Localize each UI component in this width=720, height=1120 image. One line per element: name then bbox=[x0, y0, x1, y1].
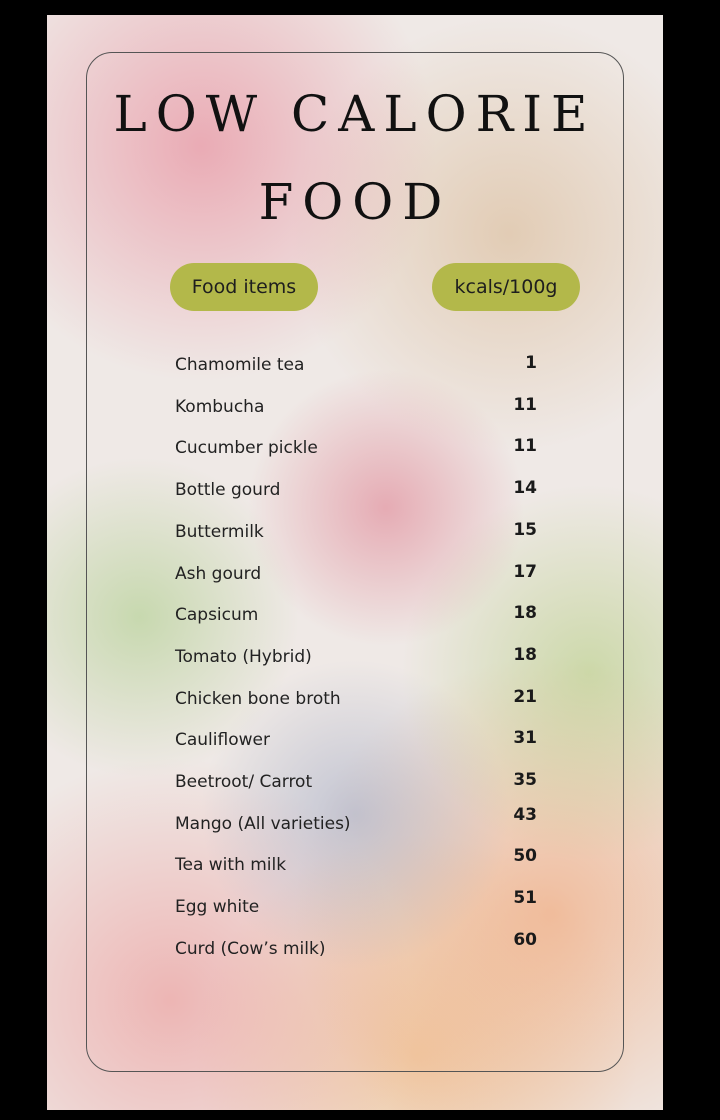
food-name: Beetroot/ Carrot bbox=[175, 772, 313, 792]
kcal-value: 15 bbox=[513, 519, 537, 540]
kcal-value: 60 bbox=[513, 929, 537, 950]
kcal-value: 17 bbox=[513, 561, 537, 582]
table-row: Capsicum 18 bbox=[175, 603, 537, 629]
kcal-value: 50 bbox=[513, 846, 537, 867]
food-name: Tomato (Hybrid) bbox=[175, 646, 312, 667]
kcal-value: 18 bbox=[513, 603, 537, 624]
table-row: Beetroot/ Carrot 35 bbox=[175, 770, 537, 796]
food-name: Cauliflower bbox=[175, 730, 270, 751]
table-row: Curd (Cow’s milk) 60 bbox=[175, 930, 537, 963]
food-name: Tea with milk bbox=[175, 855, 287, 876]
kcal-value: 18 bbox=[513, 644, 537, 665]
kcal-value: 11 bbox=[513, 436, 537, 457]
title-line-2: FOOD bbox=[258, 173, 452, 231]
food-name: Egg white bbox=[175, 897, 260, 918]
food-name: Ash gourd bbox=[175, 563, 262, 584]
table-row: Tomato (Hybrid) 18 bbox=[175, 644, 537, 671]
table-row: Bottle gourd 14 bbox=[175, 478, 537, 504]
table-row: Egg white 51 bbox=[175, 888, 537, 921]
food-name: Chamomile tea bbox=[175, 355, 305, 375]
food-name: Cucumber pickle bbox=[175, 438, 318, 459]
table-row: Kombucha 11 bbox=[175, 394, 537, 421]
food-name: Bottle gourd bbox=[175, 480, 281, 501]
kcal-value: 11 bbox=[513, 394, 537, 415]
table-row: Cauliflower 31 bbox=[175, 728, 537, 754]
food-name: Capsicum bbox=[175, 605, 259, 626]
food-name: Mango (All varieties) bbox=[175, 813, 351, 834]
frame-border bbox=[86, 52, 624, 1072]
kcal-value: 14 bbox=[513, 478, 537, 499]
title-line-1: LOW CALORIE bbox=[113, 85, 597, 143]
header-kcals: kcals/100g bbox=[432, 263, 580, 311]
kcal-value: 21 bbox=[513, 686, 537, 707]
table-row: Mango (All varieties) 43 bbox=[175, 805, 537, 838]
food-name: Kombucha bbox=[175, 396, 265, 417]
table-row: Ash gourd 17 bbox=[175, 561, 537, 588]
table-row: Cucumber pickle 11 bbox=[175, 436, 537, 462]
table-row: Buttermilk 15 bbox=[175, 519, 537, 546]
kcal-value: 51 bbox=[513, 888, 537, 909]
table-row: Chicken bone broth 21 bbox=[175, 686, 537, 713]
header-food-items: Food items bbox=[170, 263, 318, 311]
kcal-value: 1 bbox=[525, 353, 537, 373]
food-name: Buttermilk bbox=[175, 521, 264, 542]
table-row: Chamomile tea 1 bbox=[175, 353, 537, 379]
food-name: Chicken bone broth bbox=[175, 688, 341, 709]
kcal-value: 31 bbox=[513, 728, 537, 749]
table-row: Tea with milk 50 bbox=[175, 846, 537, 879]
kcal-value: 35 bbox=[513, 770, 537, 790]
kcal-value: 43 bbox=[513, 804, 537, 825]
poster: LOW CALORIE FOOD Food items kcals/100g C… bbox=[47, 15, 663, 1110]
food-name: Curd (Cow’s milk) bbox=[175, 938, 326, 959]
